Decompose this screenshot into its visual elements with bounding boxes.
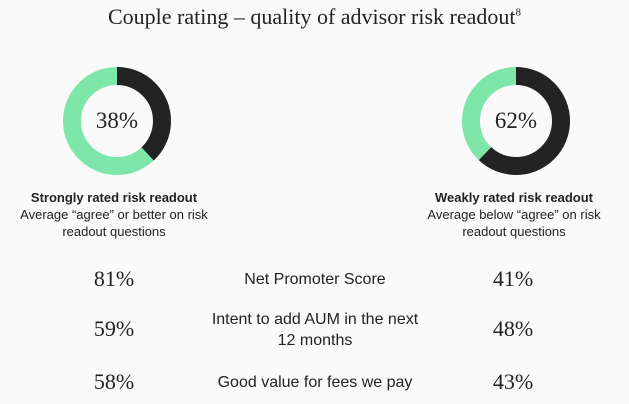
value-strong-value: 58% <box>93 369 135 394</box>
aum-strong-value: 59% <box>93 316 135 341</box>
chart-title: Couple rating – quality of advisor risk … <box>107 4 522 29</box>
weakly-rated-desc-line1: Average below “agree” on risk <box>427 207 601 222</box>
donut-value-arc <box>63 67 171 175</box>
strongly-rated-heading: Strongly rated risk readout Average “agr… <box>4 189 224 240</box>
aum-label-line1: Intent to add AUM in the next <box>211 311 419 328</box>
nps-label: Net Promoter Score <box>244 271 386 288</box>
donut-strongly-rated: 38% <box>62 66 172 176</box>
donut-value-arc <box>462 67 570 175</box>
donut-value-label: 38% <box>95 108 139 133</box>
donut-weakly-rated-chart <box>462 67 570 175</box>
weakly-rated-desc-line2: readout questions <box>462 224 566 239</box>
donut-strongly-rated-chart <box>63 67 171 175</box>
weakly-rated-heading: Weakly rated risk readout Average below … <box>404 189 624 240</box>
strongly-rated-desc-line2: readout questions <box>62 224 166 239</box>
aum-label-line2: 12 months <box>277 332 353 349</box>
strongly-rated-title: Strongly rated risk readout <box>30 190 198 205</box>
nps-strong-value: 81% <box>93 266 135 291</box>
strongly-rated-desc-line1: Average “agree” or better on risk <box>20 207 208 222</box>
donut-value-label: 62% <box>494 108 538 133</box>
aum-label: Intent to add AUM in the next 12 months <box>195 309 435 351</box>
nps-weak-value: 41% <box>492 266 534 291</box>
weakly-rated-title: Weakly rated risk readout <box>435 190 593 205</box>
value-label: Good value for fees we pay <box>217 374 413 391</box>
donut-weakly-rated: 62% <box>461 66 571 176</box>
title-footnote: 8 <box>515 6 522 19</box>
value-weak-value: 43% <box>492 369 534 394</box>
aum-weak-value: 48% <box>492 316 534 341</box>
